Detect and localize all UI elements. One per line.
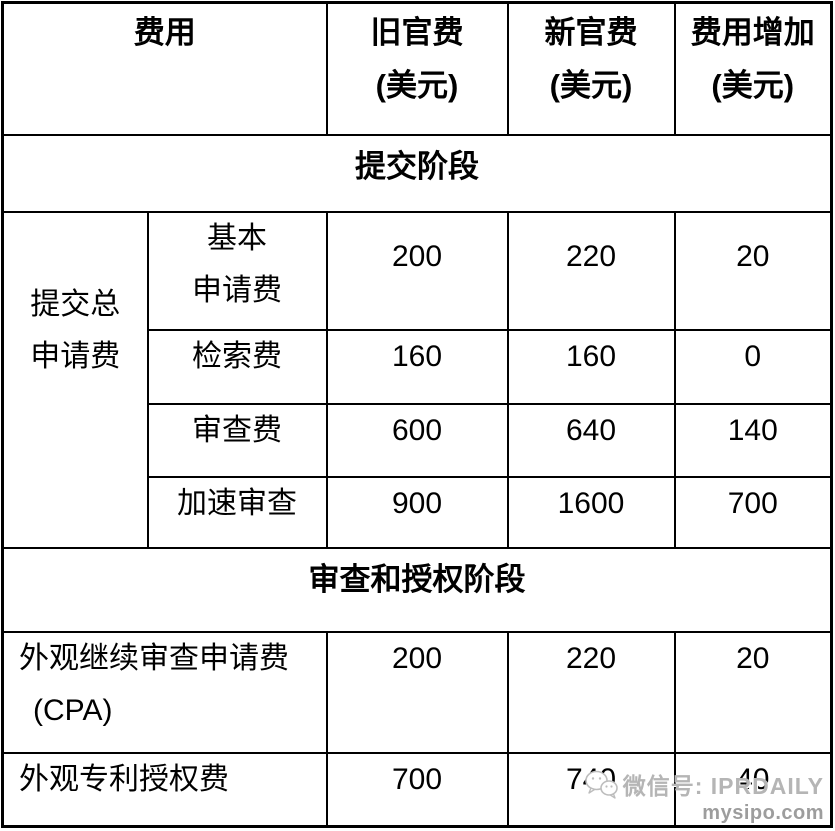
increase-cell: 700 xyxy=(673,475,833,549)
new-fee-cell: 1600 xyxy=(506,475,676,549)
fee-name-cell: 加速审查 xyxy=(146,475,328,549)
fee-name-cell: 检索费 xyxy=(146,328,328,405)
table-row: 加速审查 900 1600 700 xyxy=(3,475,833,549)
increase-cell: 20 xyxy=(673,210,833,331)
increase-cell: 0 xyxy=(673,328,833,405)
old-fee-cell: 160 xyxy=(325,328,509,405)
header-new-fee-cell: 新官费 (美元) xyxy=(506,1,676,136)
table-row: 检索费 160 160 0 xyxy=(3,328,833,405)
group-label-cell: 提交总 申请费 xyxy=(1,210,149,549)
watermark-account-line: 微信号: IPRDAILY xyxy=(584,767,824,801)
wechat-icon xyxy=(584,769,618,799)
wechat-account-label: 微信号: IPRDAILY xyxy=(622,773,824,799)
header-new-fee-line1: 新官费 xyxy=(544,15,638,50)
increase-cell: 20 xyxy=(673,630,833,754)
header-old-fee-line1: 旧官费 xyxy=(370,15,464,50)
new-fee-cell: 160 xyxy=(506,328,676,405)
fee-name-cell: 基本 申请费 xyxy=(146,210,328,331)
header-old-fee-line2: (美元) xyxy=(375,68,459,103)
old-fee-cell: 200 xyxy=(325,210,509,331)
header-old-fee-cell: 旧官费 (美元) xyxy=(325,1,509,136)
fee-name-line1: 外观继续审查申请费 xyxy=(19,641,289,675)
section-submission-cell: 提交阶段 xyxy=(1,133,833,213)
watermark: 微信号: IPRDAILY mysipo.com xyxy=(584,767,824,825)
new-fee-cell: 220 xyxy=(506,210,676,331)
table-row: 提交总 申请费 基本 申请费 200 220 20 xyxy=(1,210,833,549)
old-fee-cell: 900 xyxy=(325,475,509,549)
header-fee-cell: 费用 xyxy=(1,1,328,136)
table-header-row: 费用 旧官费 (美元) 新官费 (美元) 费用增加 (美元) xyxy=(1,1,833,136)
fee-name-line2: 申请费 xyxy=(192,273,282,307)
section-examination-cell: 审查和授权阶段 xyxy=(1,546,833,633)
header-increase-line2: (美元) xyxy=(711,68,795,103)
old-fee-cell: 600 xyxy=(325,402,509,478)
new-fee-cell: 640 xyxy=(506,402,676,478)
site-label: mysipo.com xyxy=(702,802,824,824)
fee-name-cell: 外观专利授权费 xyxy=(1,751,328,828)
header-new-fee-line2: (美元) xyxy=(549,68,633,103)
table-row: 外观继续审查申请费 (CPA) 200 220 20 xyxy=(1,630,833,754)
header-increase-cell: 费用增加 (美元) xyxy=(673,1,833,136)
fee-name-cell: 外观继续审查申请费 (CPA) xyxy=(1,630,328,754)
group-label-line1: 提交总 xyxy=(30,287,121,321)
increase-cell: 140 xyxy=(673,402,833,478)
new-fee-cell: 220 xyxy=(506,630,676,754)
table-row: 审查费 600 640 140 xyxy=(3,402,833,478)
header-increase-line1: 费用增加 xyxy=(690,15,815,50)
group-label-line2: 申请费 xyxy=(30,339,121,373)
old-fee-cell: 200 xyxy=(325,630,509,754)
fee-name-cell: 审查费 xyxy=(146,402,328,478)
fee-name-line2: (CPA) xyxy=(33,693,113,727)
section-submission-row: 提交阶段 xyxy=(1,133,833,213)
table-row: 外观专利授权费 700 740 40 xyxy=(1,751,833,828)
fee-name-line1: 基本 xyxy=(207,221,267,255)
section-examination-row: 审查和授权阶段 xyxy=(1,546,833,633)
increase-cell: 40 xyxy=(673,751,833,828)
old-fee-cell: 700 xyxy=(325,751,509,828)
header-fee-label: 费用 xyxy=(133,15,196,50)
